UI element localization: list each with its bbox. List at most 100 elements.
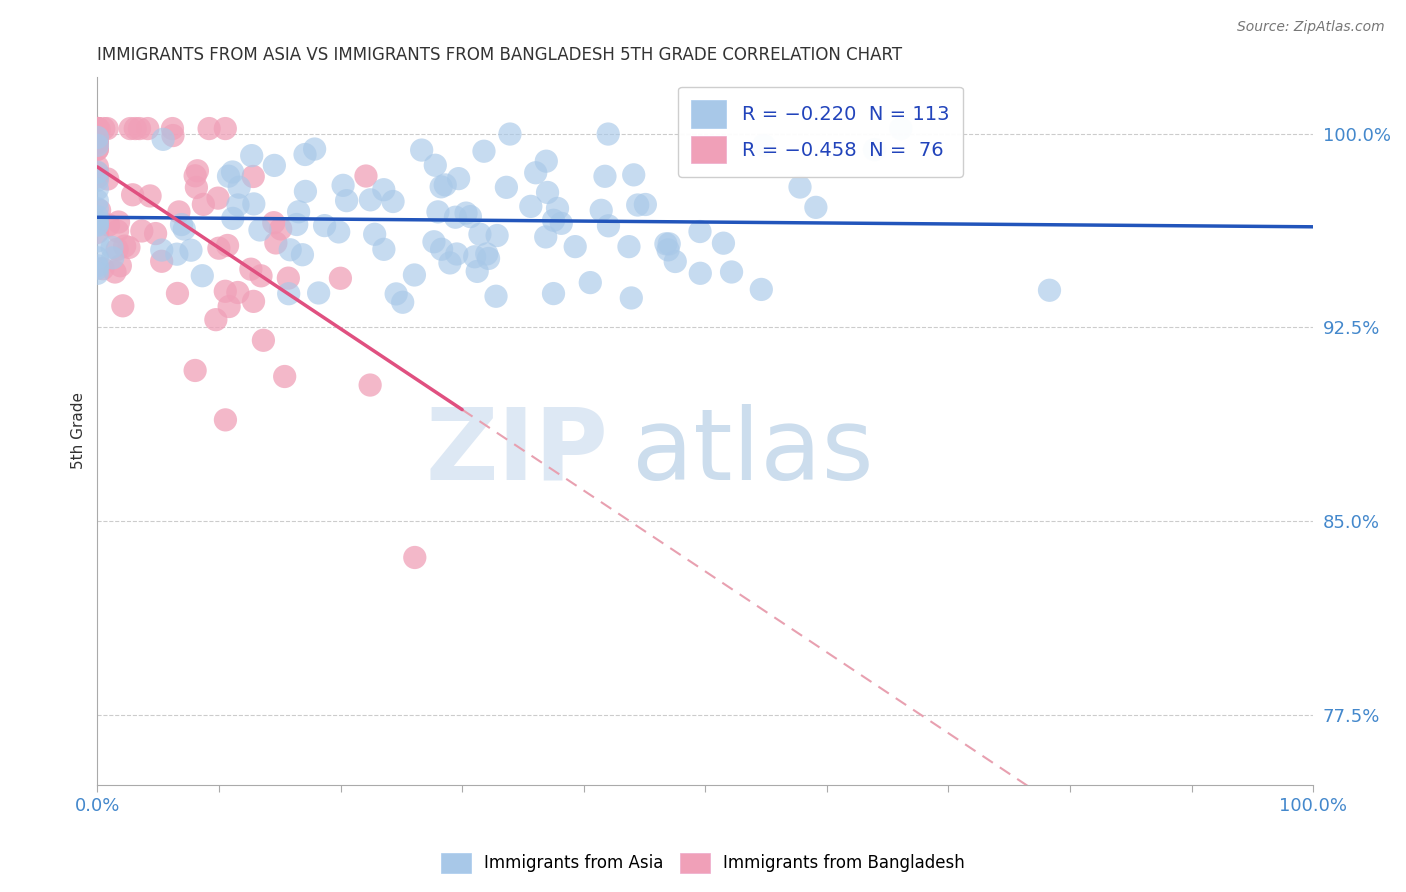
Point [291, 248, 314, 262]
Point [713, 236, 735, 251]
Point [242, 169, 264, 184]
Point [86, 121, 108, 136]
Point [240, 148, 263, 162]
Point [536, 186, 558, 200]
Text: ZIP: ZIP [425, 403, 607, 500]
Point [598, 127, 620, 141]
Point [114, 239, 136, 253]
Point [890, 121, 912, 136]
Point [373, 243, 395, 257]
Point [404, 268, 426, 282]
Point [270, 222, 292, 236]
Point [218, 169, 240, 184]
Point [86, 121, 108, 136]
Point [162, 128, 184, 143]
Point [86, 121, 108, 136]
Point [547, 202, 569, 216]
Point [423, 235, 446, 249]
Y-axis label: 5th Grade: 5th Grade [72, 392, 86, 469]
Text: IMMIGRANTS FROM ASIA VS IMMIGRANTS FROM BANGLADESH 5TH GRADE CORRELATION CHART: IMMIGRANTS FROM ASIA VS IMMIGRANTS FROM … [97, 46, 903, 64]
Point [97, 218, 120, 232]
Point [86, 136, 108, 150]
Point [634, 197, 657, 211]
Point [86, 121, 108, 136]
Point [208, 241, 231, 255]
Point [242, 294, 264, 309]
Point [131, 224, 153, 238]
Text: atlas: atlas [633, 403, 875, 500]
Point [534, 230, 557, 244]
Point [86, 126, 108, 140]
Point [789, 180, 811, 194]
Point [228, 180, 250, 194]
Point [105, 243, 128, 257]
Point [111, 299, 134, 313]
Point [752, 138, 775, 153]
Point [294, 185, 316, 199]
Point [86, 170, 108, 185]
Point [749, 282, 772, 296]
Point [336, 194, 359, 208]
Point [627, 198, 650, 212]
Legend: R = −0.220  N = 113, R = −0.458  N =  76: R = −0.220 N = 113, R = −0.458 N = 76 [678, 87, 963, 177]
Point [173, 222, 195, 236]
Point [620, 291, 643, 305]
Point [86, 218, 108, 232]
Point [186, 163, 208, 178]
Point [332, 178, 354, 193]
Point [329, 271, 352, 285]
Point [278, 243, 301, 257]
Point [411, 143, 433, 157]
Point [655, 236, 678, 251]
Point [598, 219, 620, 233]
Point [294, 147, 316, 161]
Point [86, 234, 108, 248]
Point [162, 121, 184, 136]
Point [425, 158, 447, 172]
Point [314, 219, 336, 233]
Point [524, 166, 547, 180]
Point [472, 145, 495, 159]
Point [287, 204, 309, 219]
Point [191, 268, 214, 283]
Point [86, 130, 108, 145]
Point [170, 218, 193, 232]
Point [86, 259, 108, 273]
Point [107, 224, 129, 238]
Point [101, 240, 124, 254]
Point [86, 128, 108, 143]
Point [226, 285, 249, 300]
Point [689, 266, 711, 280]
Point [86, 218, 108, 232]
Point [86, 182, 108, 196]
Point [373, 183, 395, 197]
Point [86, 165, 108, 179]
Point [86, 142, 108, 156]
Point [222, 211, 245, 226]
Point [359, 378, 381, 392]
Point [430, 179, 453, 194]
Point [121, 187, 143, 202]
Point [391, 295, 413, 310]
Point [304, 142, 326, 156]
Point [198, 121, 221, 136]
Point [658, 236, 681, 251]
Point [226, 198, 249, 212]
Point [689, 225, 711, 239]
Point [273, 369, 295, 384]
Point [404, 550, 426, 565]
Point [167, 205, 190, 219]
Point [460, 210, 482, 224]
Point [218, 300, 240, 314]
Point [110, 259, 132, 273]
Point [166, 247, 188, 261]
Point [86, 194, 108, 208]
Point [447, 171, 470, 186]
Point [444, 211, 467, 225]
Point [104, 265, 127, 279]
Point [593, 169, 616, 184]
Point [86, 214, 108, 228]
Point [536, 154, 558, 169]
Point [591, 203, 613, 218]
Point [86, 166, 108, 180]
